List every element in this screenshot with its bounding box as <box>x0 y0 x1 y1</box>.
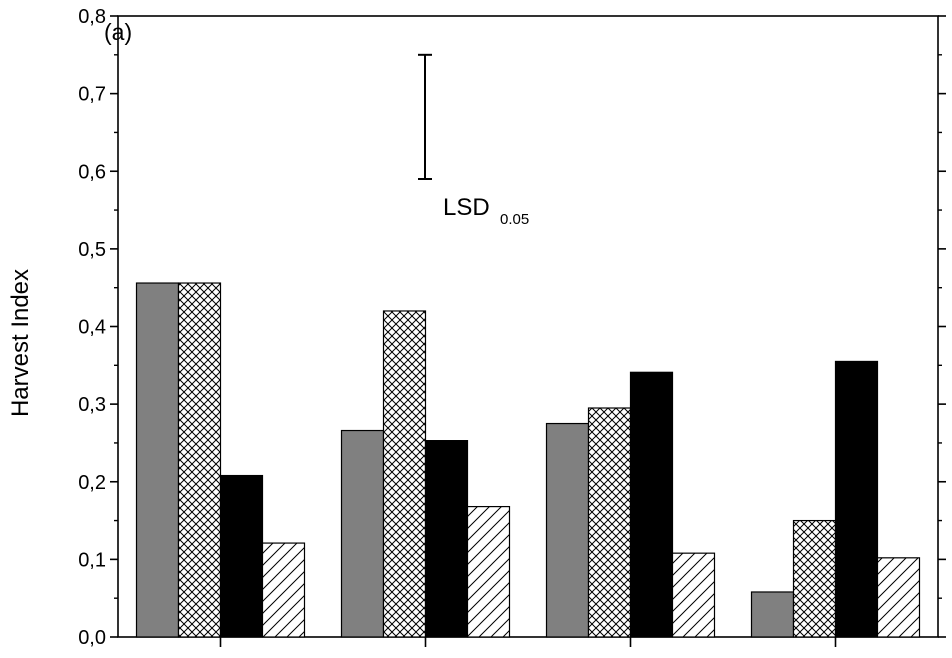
y-tick-label: 0,2 <box>78 472 106 494</box>
y-tick-label: 0,1 <box>78 549 106 571</box>
y-tick-label: 0,6 <box>78 161 106 183</box>
bar-diagonal-group-4 <box>876 557 921 638</box>
y-tick-label: 0,3 <box>78 394 106 416</box>
y-tick-label: 0,0 <box>78 627 106 649</box>
bar-crosshatch-group-1 <box>177 282 222 638</box>
lsd-subscript: 0.05 <box>500 211 529 228</box>
y-tick-label: 0,7 <box>78 84 106 106</box>
lsd-error-bar: LSD 0.05 <box>418 53 529 228</box>
bars-group <box>135 282 921 638</box>
bar-gray-group-1 <box>135 282 180 638</box>
panel-label: (a) <box>104 19 132 45</box>
y-tick-label: 0,4 <box>78 317 106 339</box>
bar-diagonal-group-1 <box>261 542 306 638</box>
y-axis-title: Harvest Index <box>7 269 34 417</box>
lsd-label: LSD <box>443 194 490 221</box>
y-tick-label: 0,5 <box>78 239 106 261</box>
bar-black-group-3 <box>629 371 674 638</box>
bar-diagonal-group-3 <box>671 552 716 638</box>
bar-black-group-2 <box>424 440 469 638</box>
bar-gray-group-4 <box>750 591 795 638</box>
bar-crosshatch-group-4 <box>792 519 837 638</box>
bar-gray-group-2 <box>340 429 385 638</box>
bar-black-group-1 <box>219 474 264 638</box>
bar-crosshatch-group-2 <box>382 310 427 638</box>
axes-group: 0,0 0,1 0,2 0,3 0,4 0,5 0,6 0,7 0,8 <box>78 6 946 649</box>
y-tick-label: 0,8 <box>78 6 106 28</box>
bar-diagonal-group-2 <box>466 505 511 638</box>
bar-black-group-4 <box>834 360 879 638</box>
bar-gray-group-3 <box>545 422 590 638</box>
bar-crosshatch-group-3 <box>587 407 632 638</box>
